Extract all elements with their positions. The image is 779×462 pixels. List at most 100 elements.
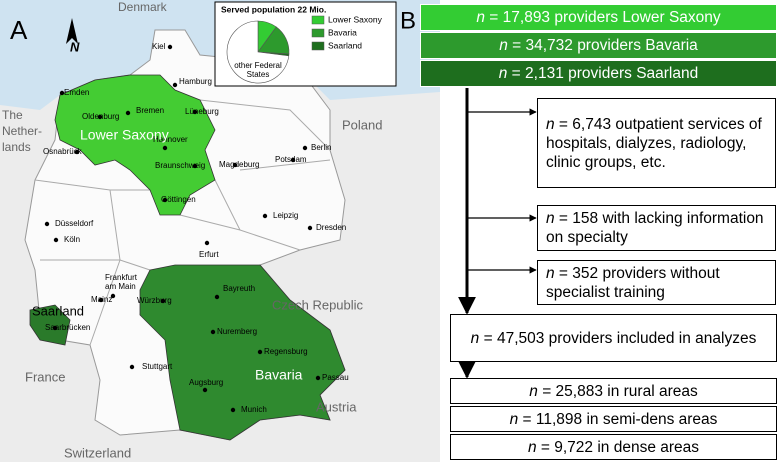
flow-box: n = 2,131 providers Saarland xyxy=(420,60,777,87)
country-label: Poland xyxy=(342,117,382,132)
city-label: Emden xyxy=(64,88,89,97)
legend-swatch xyxy=(311,15,325,25)
country-label: Austria xyxy=(316,399,357,414)
city-dot xyxy=(162,145,168,151)
north-arrow xyxy=(66,18,78,44)
city-label: Würzburg xyxy=(137,296,172,305)
city-dot xyxy=(110,293,116,299)
city-dot xyxy=(98,297,104,303)
flow-text: n = 352 providers without specialist tra… xyxy=(546,264,720,301)
city-dot xyxy=(129,364,135,370)
city-label: Bayreuth xyxy=(223,284,255,293)
city-dot xyxy=(204,240,210,246)
city-label: Mainz xyxy=(91,295,112,304)
city-dot xyxy=(74,149,80,155)
country-label: Czech Republic xyxy=(272,297,364,312)
flow-box: n = 158 with lacking information on spec… xyxy=(537,205,776,251)
city-dot xyxy=(232,162,238,168)
legend-label: Bavaria xyxy=(328,27,357,37)
city-dot xyxy=(192,163,198,169)
city-dot xyxy=(160,298,166,304)
region xyxy=(139,264,346,441)
legend-label: Lower Saxony xyxy=(328,14,383,24)
country-label: The xyxy=(2,108,23,122)
city-label: Leipzig xyxy=(273,211,298,220)
legend-swatch xyxy=(311,28,325,38)
flow-box: n = 11,898 in semi-dens areas xyxy=(450,406,777,432)
pie-label: States xyxy=(247,70,270,79)
flow-box: n = 25,883 in rural areas xyxy=(450,378,777,404)
north-label: N xyxy=(70,39,80,54)
legend-label: Saarland xyxy=(328,40,362,50)
city-dot xyxy=(290,157,296,163)
region-label: Saarland xyxy=(32,303,84,318)
city-dot xyxy=(262,213,268,219)
city-label: Kiel xyxy=(152,42,166,51)
country-label: Nether- xyxy=(2,124,42,138)
city-label: Göttingen xyxy=(161,195,196,204)
city-label: Köln xyxy=(64,235,80,244)
city-dot xyxy=(257,349,263,355)
country-label: Switzerland xyxy=(64,445,131,460)
pie-label: other Federal xyxy=(234,61,282,70)
city-label: Berlin xyxy=(311,143,331,152)
city-dot xyxy=(44,221,50,227)
flow-text: n = 25,883 in rural areas xyxy=(529,382,698,400)
country-label: Denmark xyxy=(118,0,168,14)
city-label: Hamburg xyxy=(179,77,212,86)
city-label: Potsdam xyxy=(275,155,307,164)
city-label: Bremen xyxy=(136,106,164,115)
city-dot xyxy=(172,82,178,88)
panel-label: A xyxy=(10,15,28,45)
city-label: Hannover xyxy=(153,135,188,144)
city-label: Passau xyxy=(322,373,349,382)
flow-text: n = 2,131 providers Saarland xyxy=(498,65,699,82)
flow-box: n = 47,503 providers included in analyze… xyxy=(450,314,777,362)
flow-text: n = 9,722 in dense areas xyxy=(527,438,700,456)
city-dot xyxy=(230,407,236,413)
city-label: Lüneburg xyxy=(185,107,219,116)
flow-box: n = 34,732 providers Bavaria xyxy=(420,32,777,59)
region-label: Bavaria xyxy=(255,367,303,383)
flow-text: n = 47,503 providers included in analyze… xyxy=(470,329,757,347)
city-dot xyxy=(214,294,220,300)
city-label: Stuttgart xyxy=(142,362,173,371)
city-dot xyxy=(59,90,65,96)
pie-slice xyxy=(226,20,290,84)
city-label: Regensburg xyxy=(264,347,308,356)
pie-title: Served population 22 Mio. xyxy=(221,4,326,14)
flow-box: n = 17,893 providers Lower Saxony xyxy=(420,4,777,31)
city-label: am Main xyxy=(105,282,136,291)
flow-box: n = 9,722 in dense areas xyxy=(450,434,777,460)
country-label: France xyxy=(25,369,65,384)
city-label: Munich xyxy=(241,405,267,414)
city-dot xyxy=(125,110,131,116)
city-dot xyxy=(302,145,308,151)
flow-box: n = 352 providers without specialist tra… xyxy=(537,260,776,305)
city-dot xyxy=(52,325,58,331)
flow-text: n = 11,898 in semi-dens areas xyxy=(509,410,718,428)
city-dot xyxy=(167,44,173,50)
flow-text: n = 158 with lacking information on spec… xyxy=(546,210,764,246)
city-dot xyxy=(97,114,103,120)
city-dot xyxy=(162,197,168,203)
city-label: Saarbrücken xyxy=(45,323,90,332)
city-dot xyxy=(192,109,198,115)
city-dot xyxy=(315,375,321,381)
panel-label: B xyxy=(400,7,416,34)
city-label: Frankfurt xyxy=(105,273,138,282)
flow-text: n = 17,893 providers Lower Saxony xyxy=(476,9,721,26)
city-label: Nuremberg xyxy=(217,327,257,336)
city-dot xyxy=(53,237,59,243)
region xyxy=(29,304,71,346)
city-dot xyxy=(307,225,313,231)
city-label: Oldenburg xyxy=(82,112,119,121)
city-label: Osnabrück xyxy=(43,147,83,156)
city-dot xyxy=(202,387,208,393)
region-label: Lower Saxony xyxy=(80,127,169,143)
flow-box: n = 6,743 outpatient services of hospita… xyxy=(537,98,776,188)
city-dot xyxy=(210,329,216,335)
city-label: Magdeburg xyxy=(219,160,259,169)
city-label: Dresden xyxy=(316,223,346,232)
